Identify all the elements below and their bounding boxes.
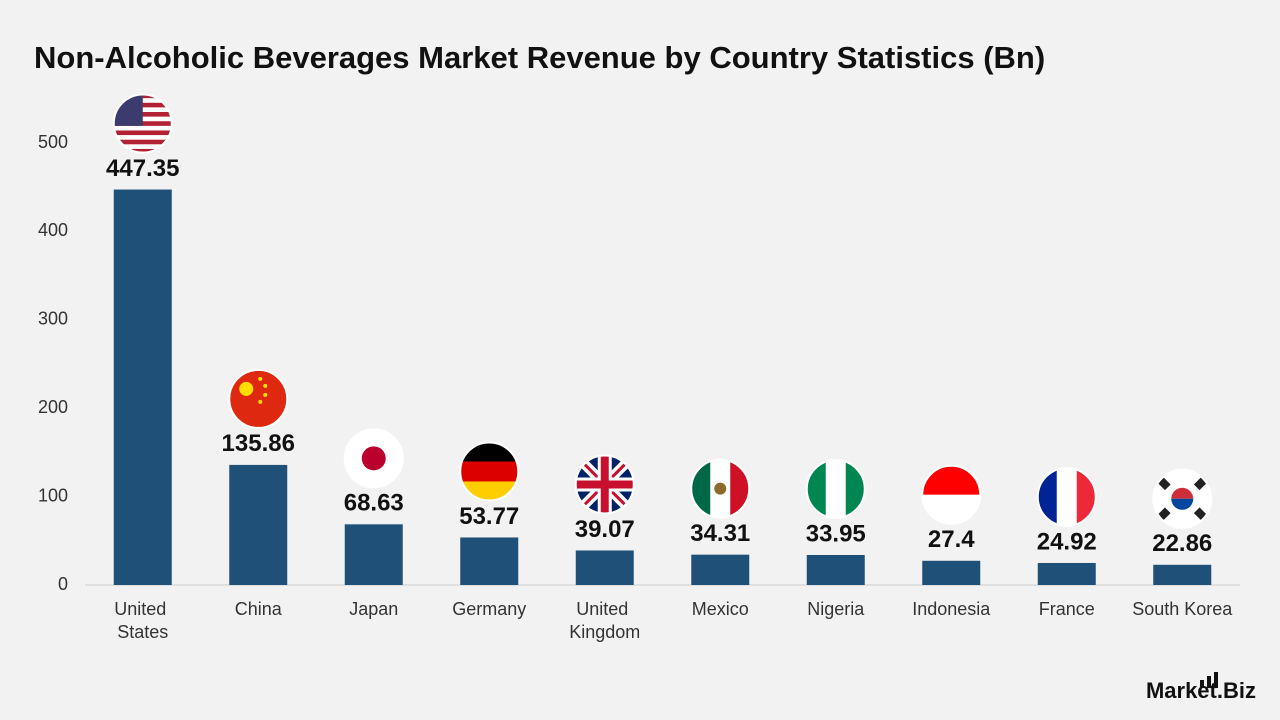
flag-part [263, 392, 268, 397]
flag-part [575, 455, 634, 514]
flag-part [258, 399, 263, 404]
logo: Market.Biz [1146, 678, 1256, 703]
y-tick-label: 100 [38, 485, 68, 505]
bar [1037, 562, 1096, 585]
value-label: 22.86 [1152, 530, 1212, 557]
flag-border [343, 428, 404, 489]
x-tick-label: Mexico [692, 599, 749, 619]
x-tick-label: Germany [452, 599, 526, 619]
flag-part [1171, 487, 1194, 499]
flag [228, 368, 289, 429]
x-tick-label: France [1039, 599, 1095, 619]
bar [922, 560, 981, 585]
flag-part [1171, 498, 1194, 510]
flag-part [229, 369, 288, 428]
flag-part [239, 381, 254, 396]
flag-border [1152, 468, 1213, 529]
value-label: 33.95 [806, 520, 866, 547]
flag-border [112, 93, 173, 154]
flag-border [459, 441, 520, 502]
bar [1153, 564, 1212, 585]
flag [921, 464, 982, 525]
flag-part [825, 459, 847, 518]
flag-part [1193, 507, 1207, 521]
value-label: 39.07 [575, 516, 635, 543]
flag-part [714, 482, 727, 495]
flag-border [574, 454, 635, 515]
flag-part [806, 459, 827, 518]
flag-art [1153, 469, 1212, 528]
bar [113, 189, 172, 585]
flag [690, 458, 751, 519]
flag [343, 428, 404, 489]
flag-part [361, 446, 386, 471]
y-tick-label: 300 [38, 309, 68, 329]
flag-part [263, 383, 268, 388]
flag-border [921, 464, 982, 525]
logo-icon [1200, 672, 1218, 688]
flag-part [113, 148, 172, 153]
flag [459, 441, 520, 502]
value-label: 34.31 [690, 520, 750, 547]
bar [460, 537, 519, 585]
flag-part [460, 461, 519, 483]
bar [691, 554, 750, 585]
flag [1152, 468, 1213, 529]
flag-part [1056, 467, 1078, 526]
flag [1036, 466, 1097, 527]
flag-part [113, 135, 172, 141]
x-tick-label: United States [114, 599, 171, 642]
value-label: 68.63 [344, 490, 404, 517]
chart-title: Non-Alcoholic Beverages Market Revenue b… [34, 40, 1045, 75]
flag-border [690, 458, 751, 519]
bar [806, 554, 865, 585]
flag-border [228, 368, 289, 429]
flag-part [1193, 477, 1207, 491]
x-tick-label: Nigeria [807, 599, 865, 619]
bar [229, 464, 288, 585]
flag-art [344, 429, 403, 488]
x-tick-label: Japan [349, 599, 398, 619]
flag-border [805, 458, 866, 519]
flag-part [113, 125, 172, 131]
y-tick-label: 0 [58, 574, 68, 594]
flag-part [1037, 467, 1058, 526]
flag-part [113, 144, 172, 150]
x-tick-label: South Korea [1132, 599, 1233, 619]
flag-part [460, 442, 519, 463]
y-tick-label: 500 [38, 132, 68, 152]
value-label: 24.92 [1037, 528, 1097, 555]
flag-art [229, 369, 288, 428]
flag-part [113, 130, 172, 136]
x-tick-label: Indonesia [912, 599, 991, 619]
bar [575, 550, 634, 585]
value-label: 135.86 [222, 430, 295, 457]
flag-part [258, 376, 263, 381]
value-label: 53.77 [459, 503, 519, 530]
y-tick-label: 400 [38, 220, 68, 240]
value-label: 27.4 [928, 526, 975, 553]
flag-border [1036, 466, 1097, 527]
x-tick-label: United Kingdom [569, 599, 640, 642]
flag-part [1157, 507, 1171, 521]
flag [574, 454, 635, 515]
flag [805, 458, 866, 519]
bar [344, 524, 403, 585]
y-tick-label: 200 [38, 397, 68, 417]
value-label: 447.35 [106, 155, 179, 182]
x-tick-label: China [235, 599, 283, 619]
flag-part [113, 139, 172, 145]
flag-part [691, 459, 712, 518]
flag-part [1157, 477, 1171, 491]
